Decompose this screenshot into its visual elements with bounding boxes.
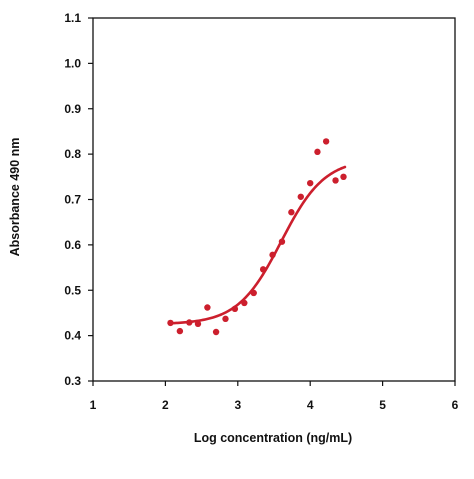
y-axis-label: Absorbance 490 nm xyxy=(8,138,22,257)
y-tick-label: 0.3 xyxy=(64,374,81,388)
data-point xyxy=(186,319,193,326)
data-point xyxy=(259,266,267,273)
data-point xyxy=(314,148,321,156)
x-tick-label: 5 xyxy=(379,398,386,412)
y-tick-label: 0.4 xyxy=(64,329,81,343)
data-point xyxy=(288,209,295,216)
y-tick-label: 0.9 xyxy=(64,102,81,116)
fit-curve-line xyxy=(167,165,347,325)
data-point xyxy=(167,319,174,327)
data-point xyxy=(204,304,211,311)
plot-border xyxy=(92,17,456,382)
data-point xyxy=(269,251,276,259)
data-point xyxy=(231,305,239,313)
y-tick-label: 0.6 xyxy=(64,238,81,252)
x-tick-label: 2 xyxy=(162,398,169,412)
fit-curve-layer xyxy=(167,165,347,325)
x-axis: 1 2 3 4 5 6 xyxy=(90,381,459,412)
data-points xyxy=(167,138,347,336)
data-point xyxy=(250,289,257,297)
y-axis: 0.3 0.4 0.5 0.6 0.7 0.8 0.9 1.0 1.1 xyxy=(64,11,93,388)
y-tick-label: 0.7 xyxy=(64,193,81,207)
data-point xyxy=(297,193,304,200)
data-point xyxy=(222,315,229,323)
data-point xyxy=(322,138,330,145)
data-point xyxy=(212,328,220,336)
y-tick-label: 1.1 xyxy=(64,11,81,25)
y-tick-label: 1.0 xyxy=(64,56,81,70)
data-point xyxy=(307,179,314,187)
x-tick-label: 3 xyxy=(234,398,241,412)
y-tick-label: 0.8 xyxy=(64,147,81,161)
x-tick-label: 4 xyxy=(307,398,314,412)
data-point xyxy=(176,327,184,335)
x-tick-label: 6 xyxy=(452,398,459,412)
x-axis-label: Log concentration (ng/mL) xyxy=(194,431,352,445)
data-point xyxy=(332,177,339,184)
y-tick-label: 0.5 xyxy=(64,283,81,297)
plot-area xyxy=(92,17,456,382)
data-point xyxy=(278,238,286,245)
data-point xyxy=(194,320,202,328)
data-point xyxy=(241,299,248,307)
x-tick-label: 1 xyxy=(90,398,97,412)
data-point xyxy=(340,173,347,181)
